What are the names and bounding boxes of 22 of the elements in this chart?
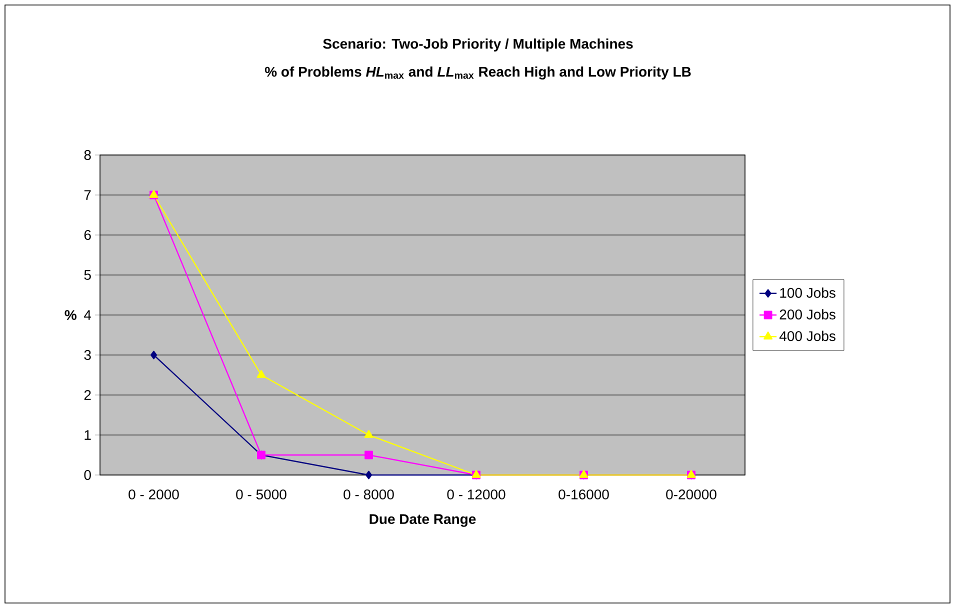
- y-axis-title: %: [64, 310, 76, 320]
- x-axis-title: Due Date Range: [370, 514, 476, 527]
- y-tick-label: 3: [84, 350, 91, 360]
- legend-label: 200 Jobs: [780, 309, 836, 320]
- legend-label: 100 Jobs: [780, 288, 836, 298]
- y-tick-label: 8: [84, 150, 91, 160]
- y-tick-label: 7: [84, 190, 91, 200]
- y-tick-label: 4: [84, 310, 92, 320]
- y-tick-label: 6: [84, 230, 91, 240]
- x-tick-label: 0 - 2000: [128, 490, 179, 500]
- x-tick-label: 0 - 5000: [236, 490, 286, 500]
- chart-subtitle: % of Problems HL$_{max}$ and LL$_{max}$ Reach High and Low Priority LB: [264, 66, 691, 80]
- x-tick-label: 0 - 12000: [447, 490, 506, 500]
- y-tick-label: 5: [84, 270, 91, 280]
- y-tick-label: 0: [84, 470, 91, 480]
- y-tick-label: 1: [84, 430, 91, 440]
- chart-title: Scenario: Two-Job Priority / Multiple Machines: [323, 38, 633, 52]
- x-tick-label: 0-20000: [666, 490, 716, 500]
- x-tick-label: 0-16000: [558, 490, 609, 500]
- legend-label: 400 Jobs: [779, 330, 836, 342]
- y-tick-label: 2: [84, 390, 91, 400]
- x-tick-label: 0 - 8000: [344, 490, 394, 500]
